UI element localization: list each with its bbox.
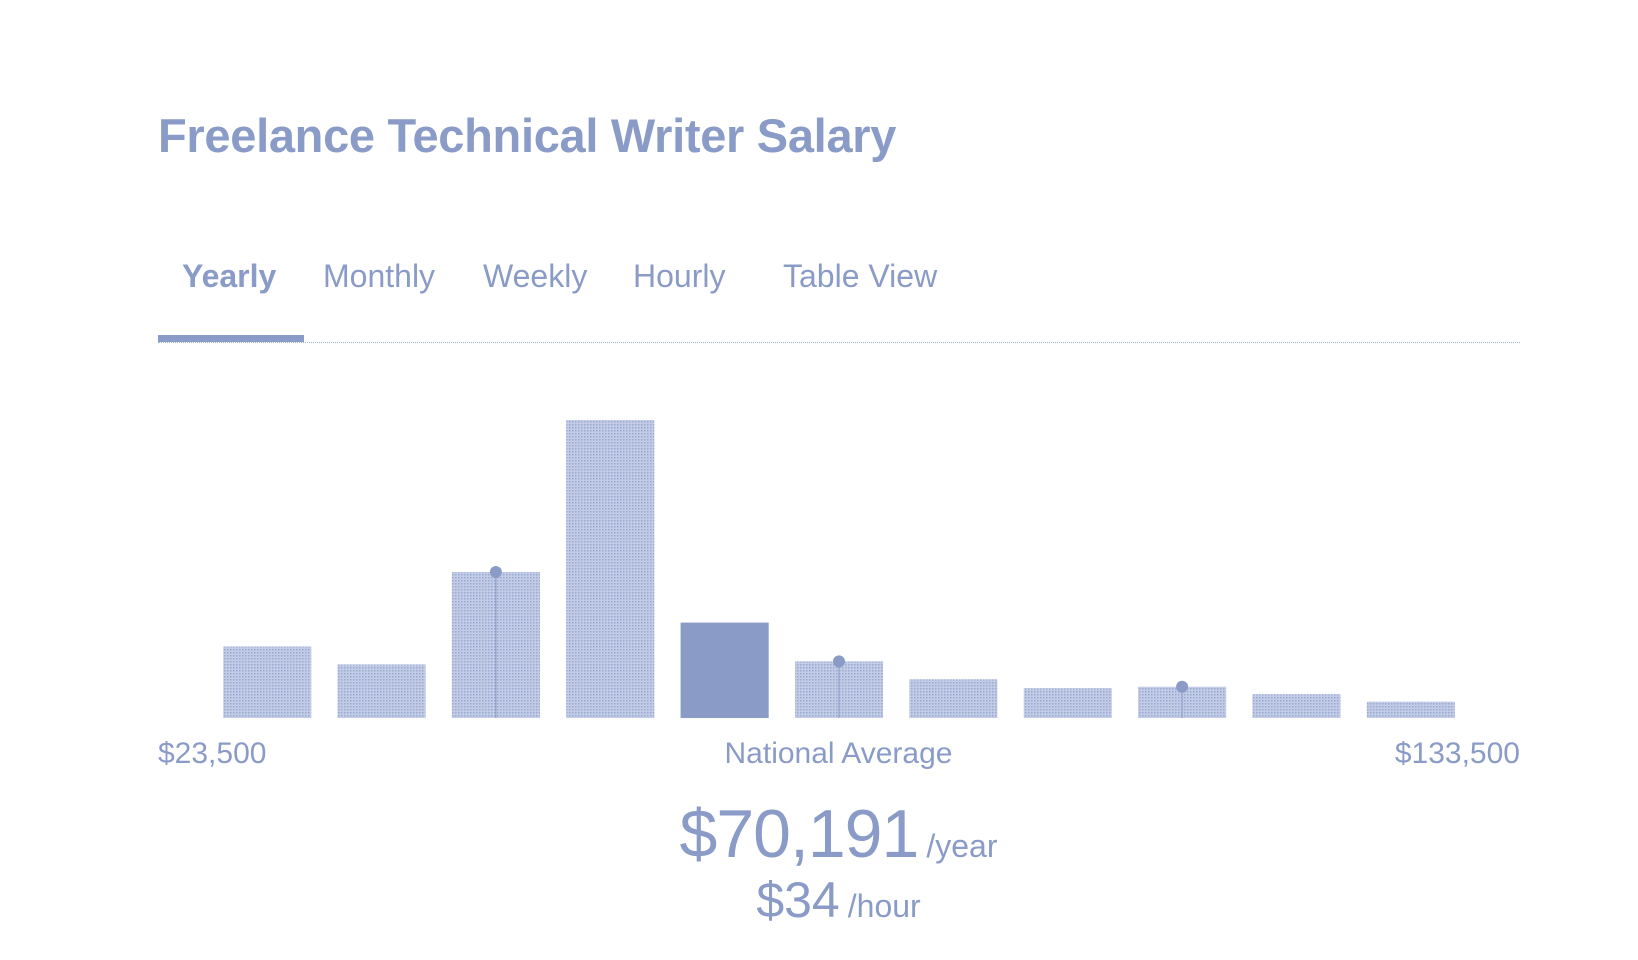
yearly-summary: $70,191/year xyxy=(0,795,1638,873)
yearly-unit: /year xyxy=(926,828,998,864)
tabs-divider xyxy=(158,342,1520,343)
active-tab-indicator xyxy=(158,335,304,342)
bar-marker-dot xyxy=(1176,680,1189,693)
histogram-bar[interactable] xyxy=(1023,688,1112,718)
histogram-bar[interactable] xyxy=(909,679,998,718)
histogram-bar[interactable] xyxy=(1252,694,1341,718)
tab-weekly[interactable]: Weekly xyxy=(483,258,588,294)
axis-max-label: $133,500 xyxy=(1394,737,1520,770)
hourly-unit: /hour xyxy=(847,888,921,924)
histogram-bar[interactable] xyxy=(1366,701,1455,718)
tab-hourly[interactable]: Hourly xyxy=(633,258,726,294)
tab-yearly[interactable]: Yearly xyxy=(182,258,277,294)
yearly-amount: $70,191 xyxy=(679,796,920,872)
bar-marker-dot xyxy=(833,655,845,668)
chart-svg xyxy=(223,420,1455,719)
axis-min-label: $23,500 xyxy=(158,737,267,770)
histogram-bar[interactable] xyxy=(566,420,655,718)
histogram-bar[interactable] xyxy=(223,646,312,719)
hourly-amount: $34 xyxy=(756,872,840,928)
national-average-label: National Average xyxy=(724,737,953,770)
tab-monthly[interactable]: Monthly xyxy=(323,258,436,294)
tab-table-view[interactable]: Table View xyxy=(783,258,938,294)
histogram-bar-average[interactable] xyxy=(680,622,769,718)
bar-marker-dot xyxy=(489,566,502,578)
page-title: Freelance Technical Writer Salary xyxy=(158,109,897,162)
salary-period-tabs: Yearly Monthly Weekly Hourly Table View xyxy=(158,250,1520,346)
hourly-summary: $34/hour xyxy=(0,871,1638,929)
histogram-bar[interactable] xyxy=(337,664,426,718)
salary-distribution-chart xyxy=(158,400,1520,730)
